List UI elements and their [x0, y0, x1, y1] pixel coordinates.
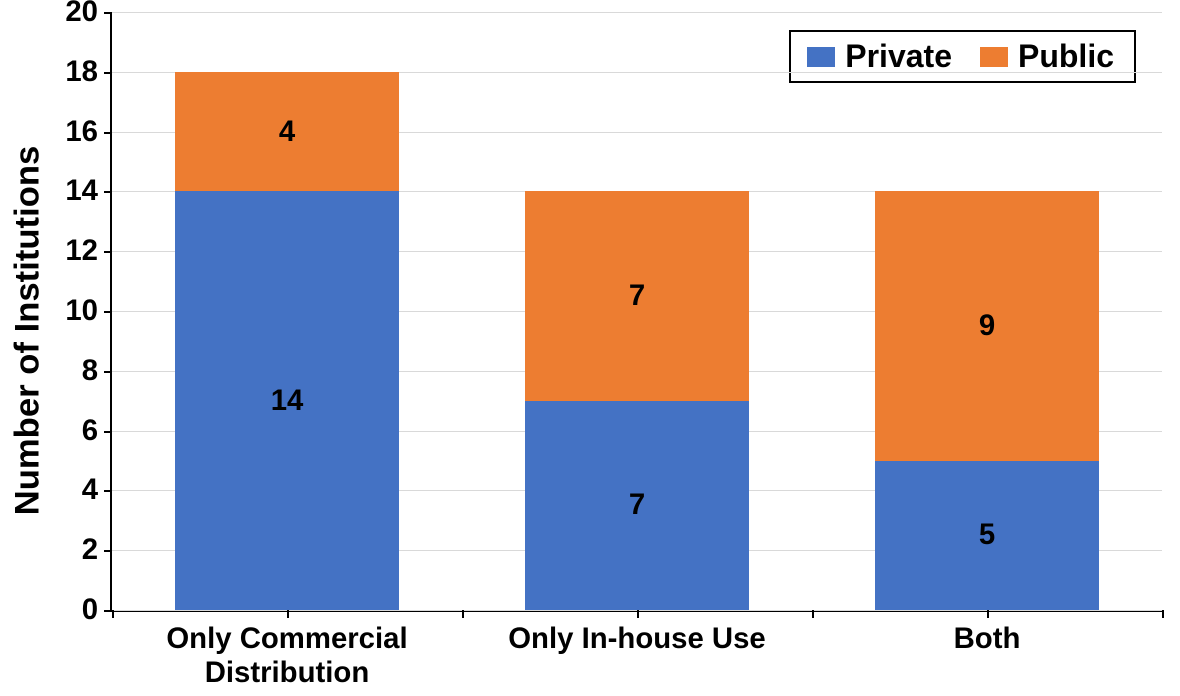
x-tick-label: Only CommercialDistribution	[157, 610, 417, 689]
legend-label: Public	[1018, 38, 1114, 75]
y-tick-label: 0	[82, 593, 112, 627]
bar-value-label: 14	[175, 384, 399, 418]
y-tick-label: 8	[82, 354, 112, 388]
y-tick-label: 12	[65, 234, 112, 268]
bar-value-label: 7	[525, 488, 749, 522]
y-tick-label: 2	[82, 533, 112, 567]
y-tick-label: 14	[65, 174, 112, 208]
y-tick-label: 20	[65, 0, 112, 29]
bar-value-label: 7	[525, 279, 749, 313]
bar-group: 77	[525, 191, 749, 610]
plot-area: PrivatePublic 02468101214161820144Only C…	[110, 12, 1162, 612]
bar-group: 14 4	[175, 72, 399, 610]
x-tick-mark	[462, 610, 464, 618]
y-tick-label: 18	[65, 55, 112, 89]
legend-label: Private	[845, 38, 952, 75]
legend-item-private: Private	[807, 38, 952, 75]
bar-value-label: 9	[875, 309, 1099, 343]
y-tick-label: 4	[82, 473, 112, 507]
x-tick-mark	[812, 610, 814, 618]
bar-value-label: 5	[875, 518, 1099, 552]
x-tick-mark	[1162, 610, 1164, 618]
x-tick-label: Both	[857, 610, 1117, 656]
y-tick-label: 10	[65, 294, 112, 328]
y-tick-label: 6	[82, 414, 112, 448]
legend-swatch	[807, 47, 835, 67]
bar-group: 59	[875, 191, 1099, 610]
chart-container: Number of Institutions Private Public 0 2 4…	[0, 0, 1180, 696]
x-tick-label: Only In-house Use	[507, 610, 767, 656]
legend-swatch	[980, 47, 1008, 67]
bar-value-label: 4	[175, 115, 399, 149]
legend-item-public: Public	[980, 38, 1114, 75]
gridline	[112, 12, 1162, 13]
legend: Private Public	[789, 30, 1136, 83]
y-axis-title: Number of Institutions	[9, 146, 48, 516]
y-tick-label: 16	[65, 115, 112, 149]
x-tick-mark	[112, 610, 114, 618]
